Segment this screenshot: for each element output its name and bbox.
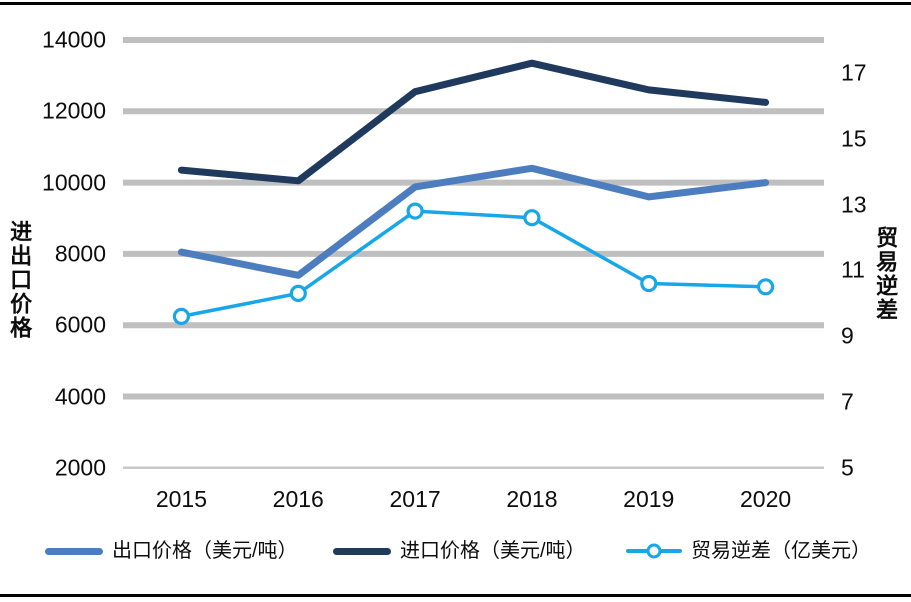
data-point-marker-trade-deficit bbox=[172, 307, 190, 325]
top-border bbox=[0, 2, 911, 5]
data-point-marker-trade-deficit bbox=[406, 202, 424, 220]
x-axis-tick-label: 2017 bbox=[389, 486, 441, 512]
y-axis-right-tick-label: 7 bbox=[841, 388, 854, 415]
y-axis-right-tick-label: 11 bbox=[841, 256, 865, 283]
legend-swatch-trade-deficit-marker-icon bbox=[646, 543, 662, 559]
data-point-marker-trade-deficit bbox=[756, 278, 775, 296]
legend-label-export-price: 出口价格（美元/吨） bbox=[112, 540, 298, 562]
x-axis-tick-label: 2019 bbox=[623, 486, 675, 512]
x-axis-tick-label: 2015 bbox=[155, 486, 207, 512]
y-axis-right-tick-label: 9 bbox=[841, 322, 854, 349]
data-point-marker-trade-deficit bbox=[523, 209, 541, 227]
legend-label-import-price: 进口价格（美元/吨） bbox=[400, 540, 586, 562]
bottom-border bbox=[0, 594, 911, 597]
legend-swatch-import-price-line bbox=[333, 547, 391, 555]
y-axis-left-title: 进出口价格 bbox=[7, 220, 33, 340]
x-axis-tick-label: 2016 bbox=[272, 486, 324, 512]
y-axis-left-tick-label: 14000 bbox=[42, 26, 106, 53]
x-axis-tick-label: 2020 bbox=[739, 486, 792, 512]
series-line-export-price bbox=[177, 164, 770, 279]
y-axis-left-tick-label: 6000 bbox=[54, 311, 106, 338]
y-axis-right-tick-label: 5 bbox=[841, 454, 854, 481]
y-axis-left-tick-label: 8000 bbox=[54, 240, 106, 267]
legend-item-trade-deficit: 贸易逆差（亿美元） bbox=[626, 536, 871, 566]
data-point-marker-trade-deficit bbox=[640, 274, 658, 293]
y-axis-right-tick-label: 15 bbox=[841, 125, 867, 152]
y-axis-left-tick-label: 10000 bbox=[42, 169, 106, 196]
y-axis-right-tick-label: 13 bbox=[841, 191, 867, 218]
series-line-trade-deficit bbox=[179, 209, 768, 319]
y-axis-left-tick-label: 4000 bbox=[54, 383, 106, 409]
series-line-import-price bbox=[177, 59, 770, 185]
legend-swatch-export-price-line bbox=[45, 547, 103, 555]
legend: 出口价格（美元/吨） 进口价格（美元/吨） 贸易逆差（亿美元） bbox=[0, 536, 911, 566]
y-axis-left-tick-label: 2000 bbox=[54, 454, 106, 481]
legend-item-export-price: 出口价格（美元/吨） bbox=[45, 536, 298, 566]
y-axis-right-tick-label: 17 bbox=[841, 59, 867, 86]
legend-item-import-price: 进口价格（美元/吨） bbox=[333, 536, 586, 566]
legend-label-trade-deficit: 贸易逆差（亿美元） bbox=[691, 540, 871, 562]
y-axis-left-tick-label: 12000 bbox=[42, 97, 106, 124]
x-axis-tick-label: 2018 bbox=[506, 486, 558, 512]
y-axis-right-title: 贸易逆差 bbox=[873, 226, 899, 322]
data-point-marker-trade-deficit bbox=[289, 284, 307, 302]
legend-swatch-trade-deficit-line bbox=[626, 543, 682, 559]
